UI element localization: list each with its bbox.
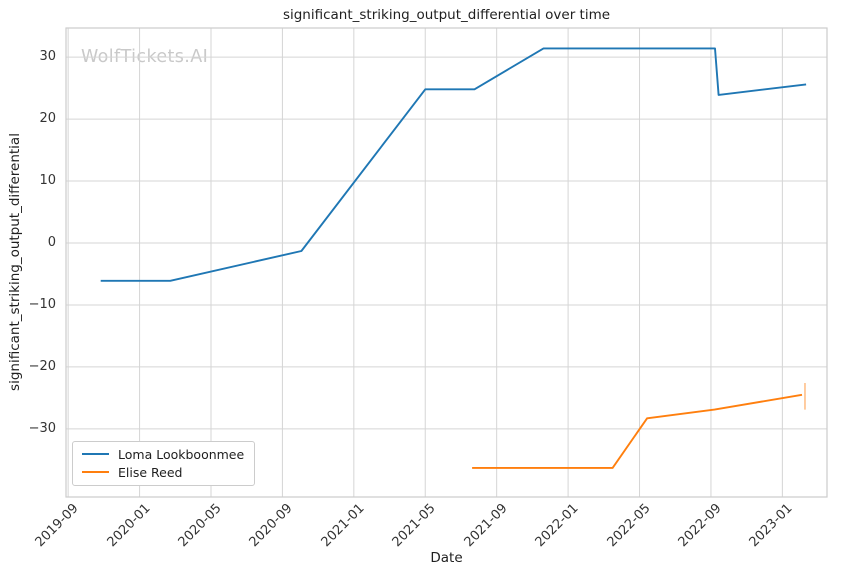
y-axis-label: significant_striking_output_differential bbox=[7, 133, 23, 391]
chart-title: significant_striking_output_differential… bbox=[282, 7, 611, 23]
y-tick-label: −10 bbox=[28, 296, 56, 312]
x-axis-label: Date bbox=[430, 550, 463, 566]
y-tick-label: 10 bbox=[39, 173, 56, 189]
series-line-elise-reed bbox=[472, 393, 803, 469]
legend-item-loma-lookboonmee: Loma Lookboonmee bbox=[82, 446, 244, 462]
plot-border bbox=[65, 27, 828, 498]
legend-label: Elise Reed bbox=[118, 464, 183, 480]
legend: Loma Lookboonmee Elise Reed bbox=[72, 441, 256, 486]
legend-item-elise-reed: Elise Reed bbox=[82, 464, 244, 480]
y-tick-label: −30 bbox=[28, 420, 56, 436]
legend-line-swatch-blue bbox=[82, 453, 109, 455]
y-tick-label: 0 bbox=[47, 234, 56, 250]
y-tick-label: −20 bbox=[28, 358, 56, 374]
y-tick-label: 20 bbox=[39, 111, 56, 127]
series-line-loma-lookboonmee bbox=[100, 47, 807, 282]
y-tick-label: 30 bbox=[39, 49, 56, 65]
legend-label: Loma Lookboonmee bbox=[118, 446, 245, 462]
legend-line-swatch-orange bbox=[82, 471, 109, 473]
